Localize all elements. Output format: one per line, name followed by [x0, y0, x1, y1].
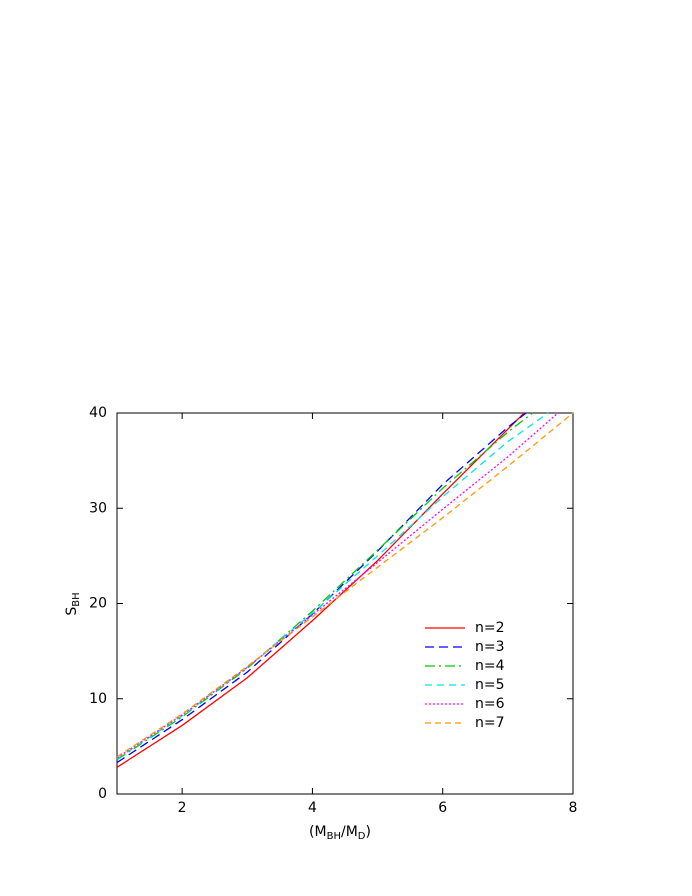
x-tick-label: 8 [569, 800, 578, 816]
legend-label: n=3 [475, 639, 505, 655]
series-line [116, 412, 559, 759]
x-tick-label: 6 [438, 800, 447, 816]
y-tick-label: 20 [89, 596, 107, 612]
legend-label: n=6 [475, 696, 505, 712]
series-line [116, 412, 534, 761]
label-sub: BH [71, 592, 82, 606]
y-tick-label: 30 [89, 500, 107, 516]
series-line [116, 412, 574, 758]
label-part: /M [341, 824, 358, 840]
y-tick-label: 10 [89, 691, 107, 707]
label-part: S [64, 607, 80, 616]
y-tick-label: 0 [98, 786, 107, 802]
legend-label: n=4 [475, 658, 505, 674]
label-sub: BH [327, 831, 341, 842]
series-line [116, 412, 525, 768]
legend-label: n=7 [475, 715, 505, 731]
label-sub: D [358, 831, 366, 842]
label-part: (M [309, 824, 327, 840]
legend-label: n=5 [475, 677, 505, 693]
legend-label: n=2 [475, 620, 505, 636]
label-part: ) [365, 824, 370, 840]
y-tick-label: 40 [89, 405, 107, 421]
x-tick-label: 4 [308, 800, 317, 816]
series-line [116, 412, 527, 764]
y-axis-label: SBH [64, 592, 82, 615]
x-tick-label: 2 [178, 800, 187, 816]
plot-frame [116, 412, 574, 795]
x-axis-label: (MBH/MD) [309, 824, 371, 842]
